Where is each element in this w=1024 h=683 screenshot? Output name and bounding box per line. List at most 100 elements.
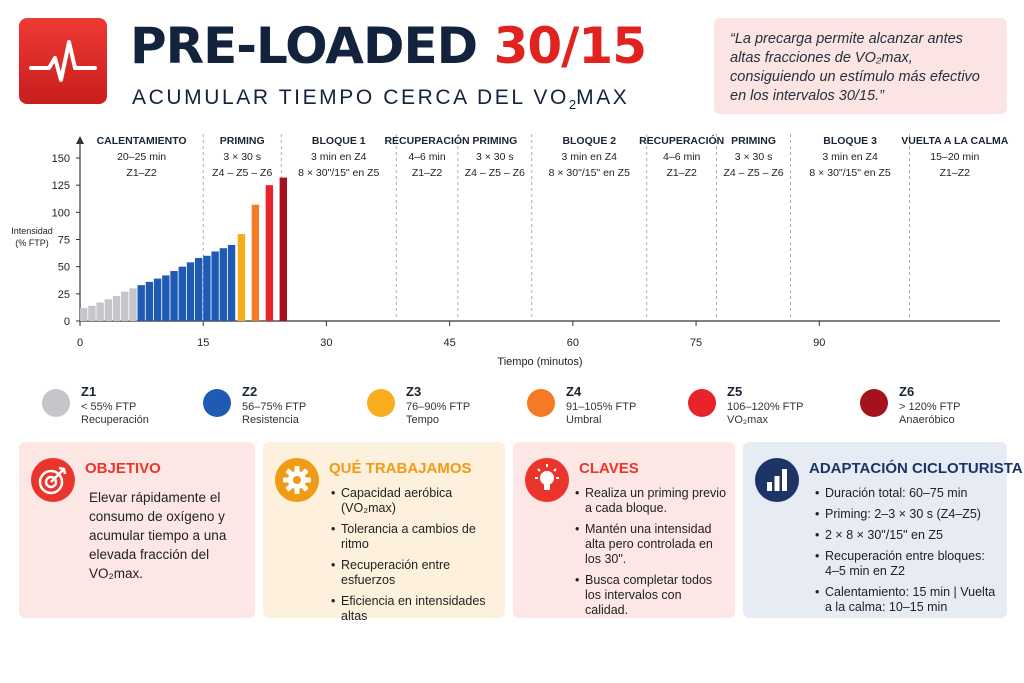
phase-detail: 4–6 min	[663, 151, 701, 163]
phase-title: BLOQUE 3	[823, 135, 877, 147]
logo	[19, 18, 107, 104]
bar-z2	[219, 248, 228, 321]
list-item: Recuperación entre bloques: 4–5 min en Z…	[815, 549, 999, 579]
phase-detail: 4–6 min	[408, 151, 446, 163]
y-tick-label: 150	[52, 153, 70, 165]
card-adaptacion: ADAPTACIÓN CICLOTURISTA Duración total: …	[743, 442, 1023, 618]
legend-swatch	[42, 389, 70, 417]
y-axis-arrow	[76, 136, 84, 144]
bar-z2	[195, 257, 203, 321]
card-claves-list: Realiza un priming previo a cada bloque.…	[575, 486, 727, 624]
legend-code: Z6	[899, 384, 915, 399]
lightbulb-icon	[525, 458, 569, 502]
legend-desc: 106–120% FTP VO₂max	[727, 401, 803, 427]
legend-code: Z2	[242, 384, 258, 399]
legend-desc: > 120% FTP Anaeróbico	[899, 401, 960, 427]
card-objetivo-text: Elevar rápidamente el consumo de oxígeno…	[89, 490, 227, 581]
legend-label: Anaeróbico	[899, 414, 955, 426]
phase-detail: 20–25 min	[117, 151, 166, 163]
card-claves-title: CLAVES	[579, 460, 639, 477]
x-tick-label: 60	[567, 337, 579, 349]
phase-detail: 8 × 30"/15" en Z5	[809, 167, 890, 179]
bar-z2	[162, 275, 170, 321]
x-tick-label: 30	[320, 337, 332, 349]
legend-item-z6: Z6 > 120% FTP Anaeróbico	[860, 384, 1010, 434]
phase-detail: Z1–Z2	[412, 167, 443, 179]
legend-range: 56–75% FTP	[242, 401, 307, 413]
subtitle-text-end: MAX	[576, 86, 630, 109]
heartbeat-icon	[29, 40, 97, 82]
phase-detail: 3 × 30 s	[223, 151, 261, 163]
y-tick-label: 50	[58, 262, 70, 274]
legend-swatch	[688, 389, 716, 417]
phase-detail: 3 × 30 s	[476, 151, 514, 163]
phase-detail: Z4 – Z5 – Z6	[212, 167, 272, 179]
list-item: Duración total: 60–75 min	[815, 486, 999, 501]
card-claves: CLAVES Realiza un priming previo a cada …	[513, 442, 735, 618]
x-tick-label: 90	[813, 337, 825, 349]
legend-range: 91–105% FTP	[566, 401, 637, 413]
bar-z2	[203, 255, 211, 321]
legend-label: VO₂max	[727, 414, 768, 426]
phase-detail: Z1–Z2	[126, 167, 157, 179]
legend-range: < 55% FTP	[81, 401, 137, 413]
phase-title: RECUPERACIÓN	[639, 134, 724, 147]
legend-label: Recuperación	[81, 414, 149, 426]
bar-z1	[112, 296, 121, 321]
legend-label: Umbral	[566, 414, 602, 426]
y-tick-label: 100	[52, 207, 70, 219]
bar-z1	[80, 307, 88, 321]
bar-z4	[251, 204, 260, 321]
x-axis-label: Tiempo (minutos)	[497, 356, 582, 368]
legend-desc: 91–105% FTP Umbral	[566, 401, 636, 427]
x-tick-label: 0	[77, 337, 83, 349]
phase-title: PRIMING	[220, 135, 265, 147]
bar-z2	[153, 278, 162, 321]
x-tick-label: 75	[690, 337, 702, 349]
gear-icon	[275, 458, 319, 502]
legend-code: Z1	[81, 384, 97, 399]
subtitle-text: ACUMULAR TIEMPO CERCA DEL VO	[132, 86, 569, 109]
quote-box: “La precarga permite alcanzar antes alta…	[714, 18, 1007, 114]
phase-detail: Z4 – Z5 – Z6	[465, 167, 525, 179]
y-tick-label: 125	[52, 180, 70, 192]
bar-z6	[279, 177, 287, 321]
legend-desc: < 55% FTP Recuperación	[81, 401, 149, 427]
bar-z2	[170, 271, 178, 321]
legend-code: Z3	[406, 384, 422, 399]
card-trabajamos-title: QUÉ TRABAJAMOS	[329, 460, 472, 477]
phase-detail: 15–20 min	[930, 151, 979, 163]
x-tick-label: 45	[444, 337, 456, 349]
legend-item-z4: Z4 91–105% FTP Umbral	[527, 384, 677, 434]
y-tick-label: 25	[58, 289, 70, 301]
legend-swatch	[527, 389, 555, 417]
phase-title: BLOQUE 2	[562, 135, 616, 147]
list-item: 2 × 8 × 30"/15" en Z5	[815, 528, 999, 543]
bar-z2	[227, 244, 236, 321]
bar-z1	[96, 302, 104, 321]
legend-code: Z5	[727, 384, 743, 399]
workout-chart: 0 25 50 75 100 125 150 0 15 30 45 60 75 90 Intensidad (…	[11, 134, 1009, 368]
legend-code: Z4	[566, 384, 582, 399]
phase-detail: 3 min en Z4	[562, 151, 618, 163]
bar-z2	[211, 251, 219, 321]
phase-title: VUELTA A LA CALMA	[901, 135, 1009, 147]
phase-detail: Z1–Z2	[940, 167, 971, 179]
phase-detail: 3 × 30 s	[735, 151, 773, 163]
legend-label: Resistencia	[242, 414, 299, 426]
phase-detail: 8 × 30"/15" en Z5	[549, 167, 630, 179]
y-tick-label: 75	[58, 235, 70, 247]
phase-detail: 3 min en Z4	[311, 151, 367, 163]
card-objetivo-title: OBJETIVO	[85, 460, 161, 477]
list-item: Calentamiento: 15 min | Vuelta a la calm…	[815, 585, 999, 615]
card-trabajamos-list: Capacidad aeróbica (VO₂max) Tolerancia a …	[331, 486, 497, 630]
phase-detail: 3 min en Z4	[822, 151, 878, 163]
list-item: Eficiencia en intensidades altas	[331, 594, 497, 624]
bar-z2	[137, 285, 145, 321]
bar-z3	[237, 234, 246, 321]
bar-z5	[265, 185, 274, 321]
list-item: Priming: 2–3 × 30 s (Z4–Z5)	[815, 507, 999, 522]
bar-z2	[178, 266, 186, 321]
legend-item-z1: Z1 < 55% FTP Recuperación	[42, 384, 192, 434]
legend-item-z5: Z5 106–120% FTP VO₂max	[688, 384, 838, 434]
